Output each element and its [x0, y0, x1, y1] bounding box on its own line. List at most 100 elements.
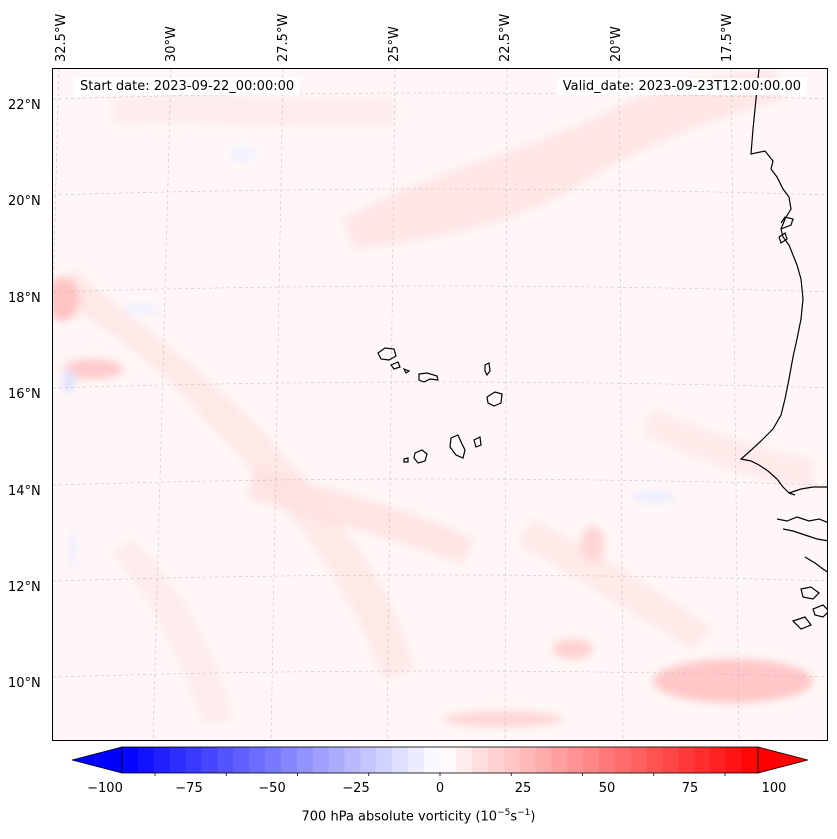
colorbar-cell	[408, 747, 425, 773]
island-sao-nicolau	[418, 372, 439, 383]
lon-tick-25w: 25°W	[387, 26, 402, 62]
colorbar-label: 700 hPa absolute vorticity (10−5s−1)	[0, 808, 837, 824]
positive-max	[581, 526, 605, 562]
colorbar-cell	[169, 747, 187, 773]
colorbar-cell	[281, 747, 298, 773]
colorbar-tick-label: 100	[761, 781, 787, 796]
vorticity-field	[53, 69, 813, 727]
positive-band	[113, 539, 233, 724]
positive-band	[518, 519, 713, 649]
bissagos-islands	[800, 586, 820, 600]
cap-blanc-inlet	[780, 216, 794, 230]
colorbar-cell	[551, 747, 568, 773]
colorbar-label-mid: s	[510, 809, 518, 825]
negative-min	[631, 491, 675, 503]
colorbar-cell	[328, 747, 346, 773]
island-boa-vista	[486, 391, 503, 407]
map-panel[interactable]	[52, 68, 828, 741]
colorbar-cell	[630, 747, 648, 773]
colorbar-cell	[153, 747, 171, 773]
lon-tick-32-5w: 32.5°W	[54, 13, 69, 62]
bissagos-islands	[812, 604, 827, 618]
colorbar-extend-max	[757, 746, 808, 774]
island-santo-antao	[377, 347, 397, 361]
valid-date-label: Valid_date: 2023-09-23T12:00:00.00	[556, 78, 807, 95]
cape-verde-islands	[377, 347, 503, 464]
lon-tick-27-5w: 27.5°W	[276, 13, 291, 62]
colorbar-cell	[455, 747, 473, 773]
colorbar-label-suffix: )	[530, 809, 536, 825]
colorbar-cell	[614, 747, 632, 773]
colorbar	[72, 746, 808, 776]
guinea-bissau-inlet	[782, 528, 827, 542]
colorbar-cell	[392, 747, 409, 773]
colorbar-cell	[376, 747, 393, 773]
colorbar-ticks	[154, 773, 726, 776]
mauritania-senegal-coast	[739, 69, 804, 496]
positive-max	[63, 359, 123, 379]
island-sal	[484, 362, 491, 377]
positive-band	[643, 409, 813, 489]
lon-tick-22-5w: 22.5°W	[498, 13, 513, 62]
colorbar-cell	[249, 747, 266, 773]
colorbar-tick-label: 50	[598, 781, 616, 796]
colorbar-cell	[265, 747, 282, 773]
positive-band	[343, 69, 783, 249]
colorbar-cell	[471, 747, 489, 773]
colorbar-cell	[519, 747, 536, 773]
colorbar-cell	[646, 747, 664, 773]
island-santa-luzia	[402, 367, 411, 374]
lon-tick-20w: 20°W	[609, 26, 624, 62]
lat-tick-12n: 12°N	[8, 580, 41, 595]
island-maio	[473, 436, 482, 448]
vorticity-map	[53, 69, 827, 740]
colorbar-tick-label: −25	[342, 781, 370, 796]
negative-min	[63, 369, 75, 393]
colorbar-cell	[742, 747, 759, 773]
colorbar-cell	[694, 747, 711, 773]
negative-min	[229, 146, 257, 162]
lat-tick-10n: 10°N	[8, 676, 41, 691]
colorbar-extend-min	[72, 746, 123, 774]
colorbar-cell	[535, 747, 552, 773]
guinea-bissau-coast	[776, 516, 827, 523]
bissagos-islands	[791, 616, 812, 630]
colorbar-tick-label: −50	[258, 781, 286, 796]
colorbar-tick-label: −75	[175, 781, 203, 796]
colorbar-cells	[122, 747, 759, 773]
island-fogo	[413, 449, 428, 464]
negative-min	[69, 529, 77, 569]
african-coastline	[739, 69, 827, 630]
colorbar-label-prefix: 700 hPa absolute vorticity (10	[301, 809, 498, 825]
island-brava	[403, 457, 409, 463]
colorbar-label-exp1: −5	[497, 808, 511, 818]
colorbar-cell	[599, 747, 616, 773]
colorbar-cell	[567, 747, 584, 773]
colorbar-cell	[217, 747, 234, 773]
colorbar-cell	[185, 747, 202, 773]
island-sao-vicente	[390, 361, 401, 370]
colorbar-cell	[137, 747, 155, 773]
positive-band	[53, 269, 413, 679]
colorbar-cell	[312, 747, 330, 773]
lat-tick-22n: 22°N	[8, 98, 41, 113]
gambia-coast	[788, 486, 827, 494]
colorbar-label-exp2: −1	[517, 808, 531, 818]
colorbar-cell	[344, 747, 361, 773]
positive-max	[53, 277, 79, 321]
colorbar-cell	[503, 747, 520, 773]
lat-tick-18n: 18°N	[8, 291, 41, 306]
colorbar-tick-label: −100	[87, 781, 123, 796]
positive-band	[113, 95, 393, 126]
negative-min	[125, 304, 161, 314]
colorbar-cell	[122, 747, 139, 773]
colorbar-cell	[296, 747, 314, 773]
positive-max	[653, 659, 813, 703]
start-date-label: Start date: 2023-09-22_00:00:00	[74, 78, 301, 95]
banc-arguin	[778, 232, 788, 244]
colorbar-cell	[233, 747, 250, 773]
colorbar-cell	[726, 747, 743, 773]
lat-tick-20n: 20°N	[8, 194, 41, 209]
guinea-coast	[804, 556, 827, 573]
lon-tick-30w: 30°W	[164, 26, 179, 62]
